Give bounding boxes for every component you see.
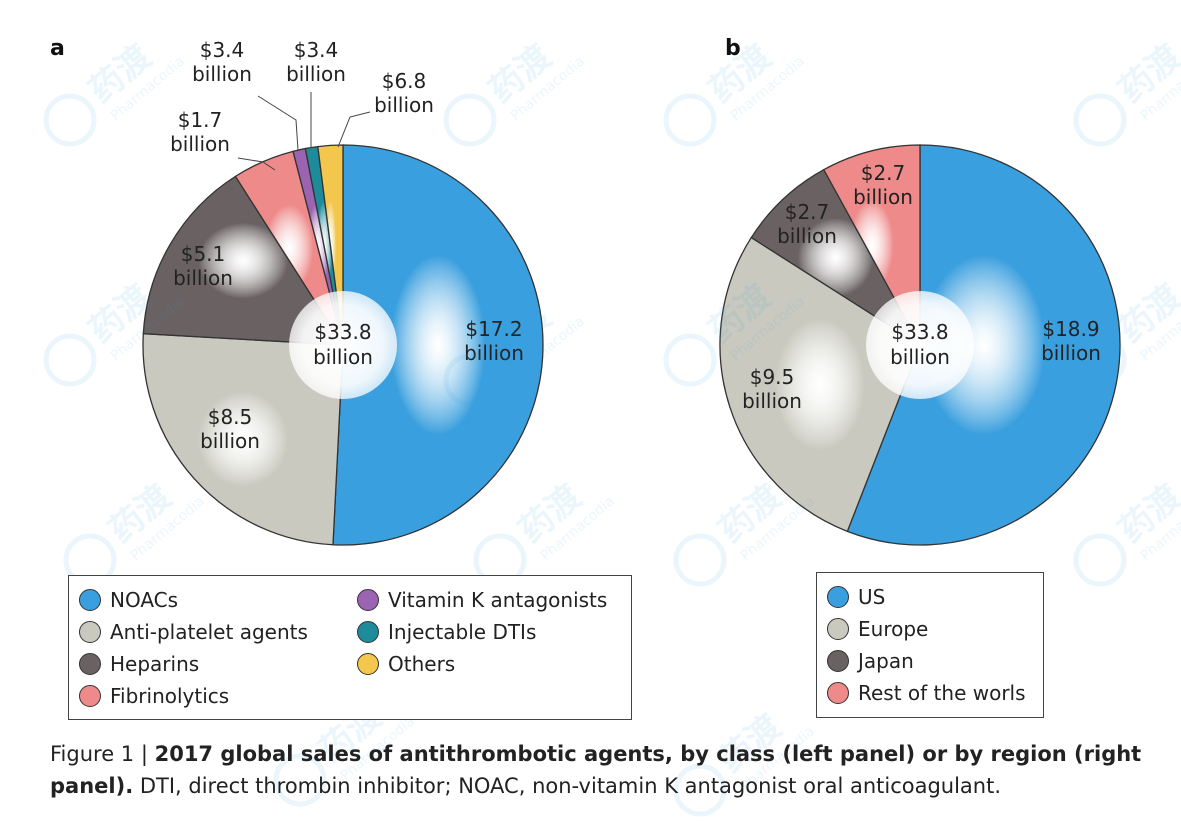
slice-label-europe: $9.5 billion: [742, 365, 802, 413]
legend-label-japan: Japan: [858, 649, 914, 673]
slice-label-injectable-dtis: $3.4 billion: [286, 38, 346, 86]
legend-item-us: US: [827, 585, 885, 609]
legend-item-rest-of-the-worls: Rest of the worls: [827, 681, 1026, 705]
legend-label-rest-of-the-worls: Rest of the worls: [858, 681, 1026, 705]
legend-item-noacs: NOACs: [79, 588, 178, 612]
legend-label-vitamin-k-antagonists: Vitamin K antagonists: [388, 588, 608, 612]
legend-label-noacs: NOACs: [110, 588, 179, 612]
legend-item-japan: Japan: [827, 649, 914, 673]
figure-caption: Figure 1 | 2017 global sales of antithro…: [50, 738, 1160, 802]
legend-item-europe: Europe: [827, 617, 928, 641]
legend-item-heparins: Heparins: [79, 652, 199, 676]
svg-text:药渡: 药渡: [481, 37, 559, 111]
svg-text:药渡: 药渡: [701, 37, 779, 111]
leader-line: [237, 157, 276, 171]
legend-item-anti-platelet-agents: Anti-platelet agents: [79, 620, 308, 644]
slice-label-heparins: $5.1 billion: [173, 242, 233, 290]
legend-swatch-heparins: [79, 653, 101, 675]
legend-b: US Europe Japan Rest of the worls: [816, 572, 1044, 718]
legend-swatch-japan: [827, 650, 849, 672]
leader-line: [337, 111, 371, 148]
legend-swatch-us: [827, 586, 849, 608]
pie-slice-anti-platelet-agents: [142, 333, 344, 546]
legend-label-us: US: [858, 585, 886, 609]
slice-label-others: $6.8 billion: [374, 69, 434, 117]
legend-item-vitamin-k-antagonists: Vitamin K antagonists: [357, 588, 607, 612]
legend-label-europe: Europe: [858, 617, 929, 641]
caption-rest: DTI, direct thrombin inhibitor; NOAC, no…: [133, 774, 1002, 798]
caption-prefix: Figure 1 |: [50, 742, 155, 766]
legend-item-injectable-dtis: Injectable DTIs: [357, 620, 536, 644]
pie-b-center: [866, 291, 974, 399]
pie-b-total-label: $33.8 billion: [890, 320, 950, 369]
slice-label-anti-platelet-agents: $8.5 billion: [200, 405, 260, 453]
slice-label-vitamin-k-antagonists: $3.4 billion: [192, 38, 252, 86]
legend-swatch-rest-of-the-worls: [827, 682, 849, 704]
leader-line: [257, 95, 299, 151]
pie-slice-rest-of-the-worls: [822, 144, 921, 346]
legend-swatch-europe: [827, 618, 849, 640]
svg-text:药渡: 药渡: [511, 477, 589, 551]
pie-slice-heparins: [142, 175, 345, 346]
legend-swatch-anti-platelet-agents: [79, 621, 101, 643]
svg-text:药渡: 药渡: [711, 477, 789, 551]
legend-swatch-noacs: [79, 589, 101, 611]
caption-bold: 2017 global sales of antithrombotic agen…: [50, 742, 1142, 798]
legend-label-fibrinolytics: Fibrinolytics: [110, 684, 230, 708]
panel-b-label: b: [725, 36, 741, 61]
legend-a: NOACs Anti-platelet agents Heparins Fibrino…: [68, 575, 632, 720]
legend-label-anti-platelet-agents: Anti-platelet agents: [110, 620, 308, 644]
slice-label-us: $18.9 billion: [1041, 317, 1101, 365]
svg-text:药渡: 药渡: [101, 477, 179, 551]
panel-a-label: a: [50, 36, 65, 61]
pie-b-slices: [719, 144, 1121, 546]
legend-swatch-others: [357, 653, 379, 675]
pie-a-total-label: $33.8 billion: [313, 320, 373, 369]
legend-label-injectable-dtis: Injectable DTIs: [388, 620, 537, 644]
legend-item-fibrinolytics: Fibrinolytics: [79, 684, 229, 708]
slice-label-rest-of-the-worls: $2.7 billion: [853, 161, 913, 209]
slice-label-noacs: $17.2 billion: [464, 317, 524, 365]
pie-slice-japan: [750, 168, 921, 346]
legend-label-heparins: Heparins: [110, 652, 200, 676]
slice-label-japan: $2.7 billion: [777, 200, 837, 248]
legend-item-others: Others: [357, 652, 455, 676]
pie-a-center: [289, 291, 397, 399]
pie-slice-europe: [719, 236, 921, 533]
legend-swatch-fibrinolytics: [79, 685, 101, 707]
slice-label-fibrinolytics: $1.7 billion: [170, 108, 230, 156]
legend-swatch-vitamin-k-antagonists: [357, 589, 379, 611]
legend-label-others: Others: [388, 652, 456, 676]
pie-slice-us: [846, 144, 1121, 546]
pie-slice-noacs: [332, 144, 544, 546]
svg-text:药渡: 药渡: [81, 37, 159, 111]
legend-swatch-injectable-dtis: [357, 621, 379, 643]
